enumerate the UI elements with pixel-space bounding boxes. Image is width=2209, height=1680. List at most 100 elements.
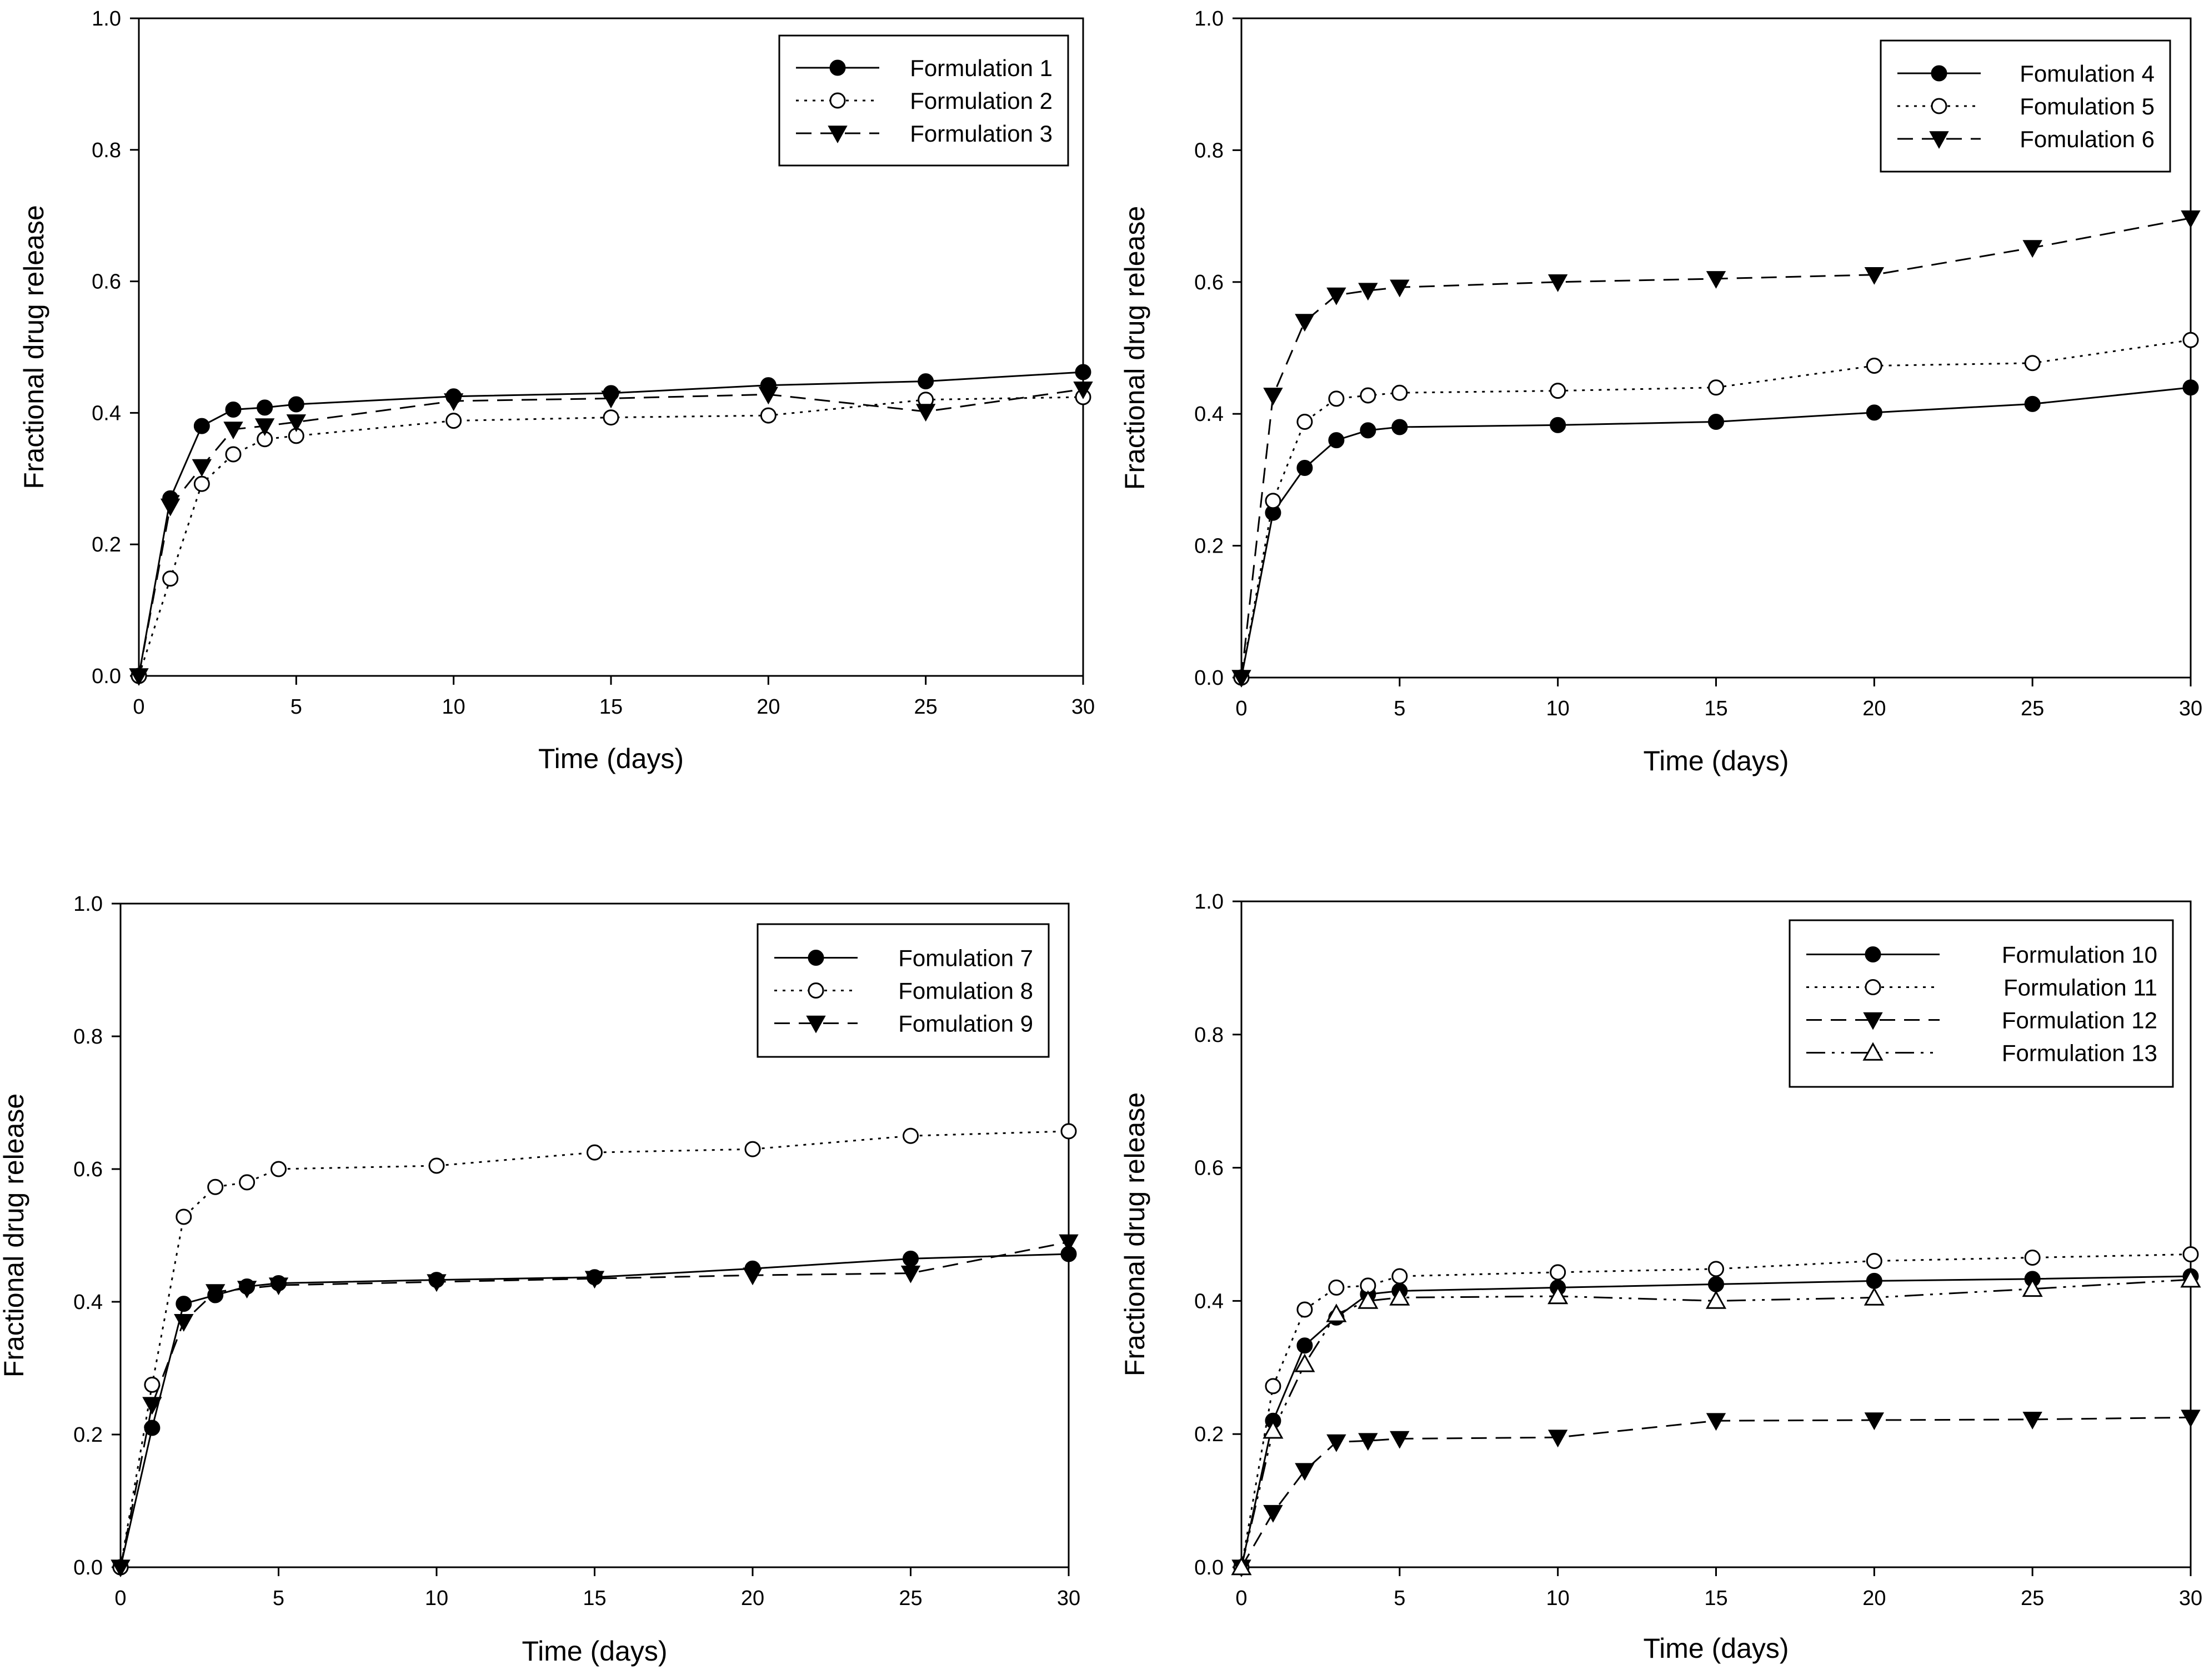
panel-4-series-4-point: [2022, 1278, 2043, 1297]
panel-4-series-3-point: [1547, 1430, 1568, 1448]
panel-3-legend-marker: [808, 950, 824, 966]
panel-4-y-tick-label: 1.0: [1194, 890, 1224, 914]
panel-2-legend-marker: [1931, 98, 1947, 114]
panel-3-series-3-point: [174, 1314, 194, 1332]
panel-1-series-2-point: [760, 407, 777, 424]
panel-2-series-3-point: [1231, 670, 1251, 688]
panel-4-series-2-point: [1328, 1279, 1345, 1296]
panel-4-legend-label: Formulation 10: [2002, 942, 2157, 968]
panel-3-x-tick-label: 25: [899, 1587, 922, 1610]
panel-2-series-3-point: [1706, 271, 1726, 289]
panel-3-series-3-point: [206, 1284, 226, 1302]
panel-1-series-3-point: [192, 459, 212, 477]
panel-2-y-tick-label: 0.6: [1194, 271, 1224, 294]
panel-1-series-3-point: [915, 404, 936, 422]
panel-3-series-3-line: [119, 1241, 1069, 1568]
panel-3-legend-box: [757, 923, 1050, 1058]
panel-1-series-3-point: [758, 387, 779, 405]
panel-4-y-tick-label: 0.8: [1194, 1024, 1224, 1047]
panel-4-series-2-point: [1866, 1252, 1882, 1269]
panel-4-legend-label: Formulation 12: [2002, 1007, 2157, 1034]
panel-3-series-3-point: [268, 1277, 289, 1296]
panel-4-legend-marker: [1862, 1042, 1884, 1061]
panel-2-series-2-point: [2182, 332, 2199, 348]
panel-2-series-1-point: [1550, 417, 1566, 433]
panel-2-series-3-point: [2022, 240, 2042, 258]
panel-2-legend-marker: [1929, 131, 1949, 149]
panel-4-series-3-point: [1358, 1433, 1378, 1451]
panel-2-x-tick-label: 5: [1394, 697, 1405, 720]
panel-2-series-2-point: [1866, 358, 1882, 374]
panel-3-series-2-point: [144, 1376, 161, 1393]
panel-3-y-tick-label: 0.2: [73, 1423, 103, 1447]
panel-3-series-2-point: [1060, 1123, 1077, 1140]
panel-1-series-2-point: [603, 409, 619, 426]
panel-3-series-2-point: [207, 1178, 224, 1195]
panel-1-series-3: [129, 381, 1093, 686]
panel-2-series-3-point: [1390, 279, 1410, 298]
panel-3-x-axis-title: Time (days): [522, 1636, 667, 1667]
panel-4-y-tick-label: 0.4: [1194, 1290, 1224, 1313]
panel-4-legend-marker: [1863, 1012, 1883, 1030]
panel-2-legend-box: [1880, 39, 2171, 173]
panel-1-series-3-point: [443, 393, 464, 412]
panel-2-series-2-point: [1265, 493, 1281, 509]
panel-4-series-4-point: [1358, 1290, 1379, 1309]
panel-2-series-3-point: [1263, 388, 1283, 406]
panel-1-series-3-point: [160, 498, 181, 516]
panel-3-series-2-point: [271, 1161, 287, 1177]
panel-3-series-3-point: [237, 1281, 257, 1299]
panel-4-series-2-point: [1708, 1261, 1724, 1277]
panel-3-series-1-point: [176, 1296, 192, 1312]
panel-1-series-1-point: [193, 418, 210, 434]
panel-3-series-2-point: [239, 1174, 256, 1191]
panel-3-series-2-point: [176, 1208, 192, 1225]
panel-2-legend-label: Fomulation 6: [2020, 126, 2155, 152]
panel-3-legend-label: Fomulation 8: [898, 978, 1033, 1004]
panel-1-series-1-point: [918, 373, 934, 390]
panel-1-series-3-line: [138, 388, 1084, 676]
panel-2-y-tick-label: 0.0: [1194, 666, 1224, 690]
panel-2-series-3-point: [1326, 287, 1346, 305]
panel-1-series-2-point: [162, 570, 179, 587]
panel-1-y-tick-label: 1.0: [92, 7, 121, 31]
panel-2-series-1-point: [1391, 419, 1408, 435]
panel-4-series-4-point: [1705, 1290, 1727, 1309]
panel-4-series-4-point: [1326, 1303, 1347, 1322]
panel-4-legend: Formulation 10 Formulation 11 Formulation …: [1789, 919, 2174, 1088]
panel-4-series-3-point: [1295, 1463, 1315, 1481]
panel-3-series-2-point: [903, 1127, 919, 1144]
panel-4-series-2-point: [1296, 1301, 1313, 1318]
panel-3-series-3-point: [584, 1271, 605, 1289]
panel-2-series-3-point: [2181, 210, 2201, 228]
panel-3-x-tick-label: 0: [114, 1587, 126, 1610]
panel-1-y-tick-label: 0.2: [92, 533, 121, 556]
panel-1-y-tick-label: 0.8: [92, 139, 121, 162]
panel-2-series-1-point: [2182, 379, 2199, 396]
panel-3-x-tick-label: 10: [425, 1587, 448, 1610]
panel-1-series-1-point: [288, 396, 304, 413]
panel-2-y-tick-label: 0.8: [1194, 139, 1224, 162]
panel-2-series-2: [1233, 332, 2199, 686]
panel-2-y-tick-label: 0.2: [1194, 535, 1224, 558]
panel-2-series-2-point: [1391, 384, 1408, 401]
panel-3-x-tick-label: 20: [741, 1587, 764, 1610]
panel-4-y-tick-label: 0.6: [1194, 1157, 1224, 1180]
panel-4-series-2-point: [1391, 1268, 1408, 1285]
panel-4-series-3-point: [1706, 1413, 1726, 1431]
panel-2-series-1-point: [1866, 404, 1882, 421]
panel-2-series-2-point: [1550, 383, 1566, 399]
panel-4-series-1-point: [1708, 1276, 1724, 1292]
panel-1-legend: Formulation 1 Formulation 2 Formulation 3: [778, 34, 1069, 167]
panel-1-x-tick-label: 15: [599, 695, 623, 719]
panel-3-series-3-point: [1059, 1234, 1079, 1252]
panel-1-y-axis-title: Fractional drug release: [18, 205, 49, 489]
panel-1-x-tick-label: 10: [442, 695, 465, 719]
panel-4-series-1-point: [1866, 1272, 1882, 1289]
panel-3-y-tick-label: 1.0: [73, 892, 103, 916]
panel-2-series-2-point: [2024, 355, 2041, 372]
panel-1-x-tick-label: 25: [914, 695, 938, 719]
panel-4-series-4-point: [1263, 1420, 1284, 1439]
panel-3-legend: Fomulation 7 Fomulation 8 Fomulation 9: [757, 923, 1050, 1058]
panel-1-series-3-point: [601, 390, 621, 409]
